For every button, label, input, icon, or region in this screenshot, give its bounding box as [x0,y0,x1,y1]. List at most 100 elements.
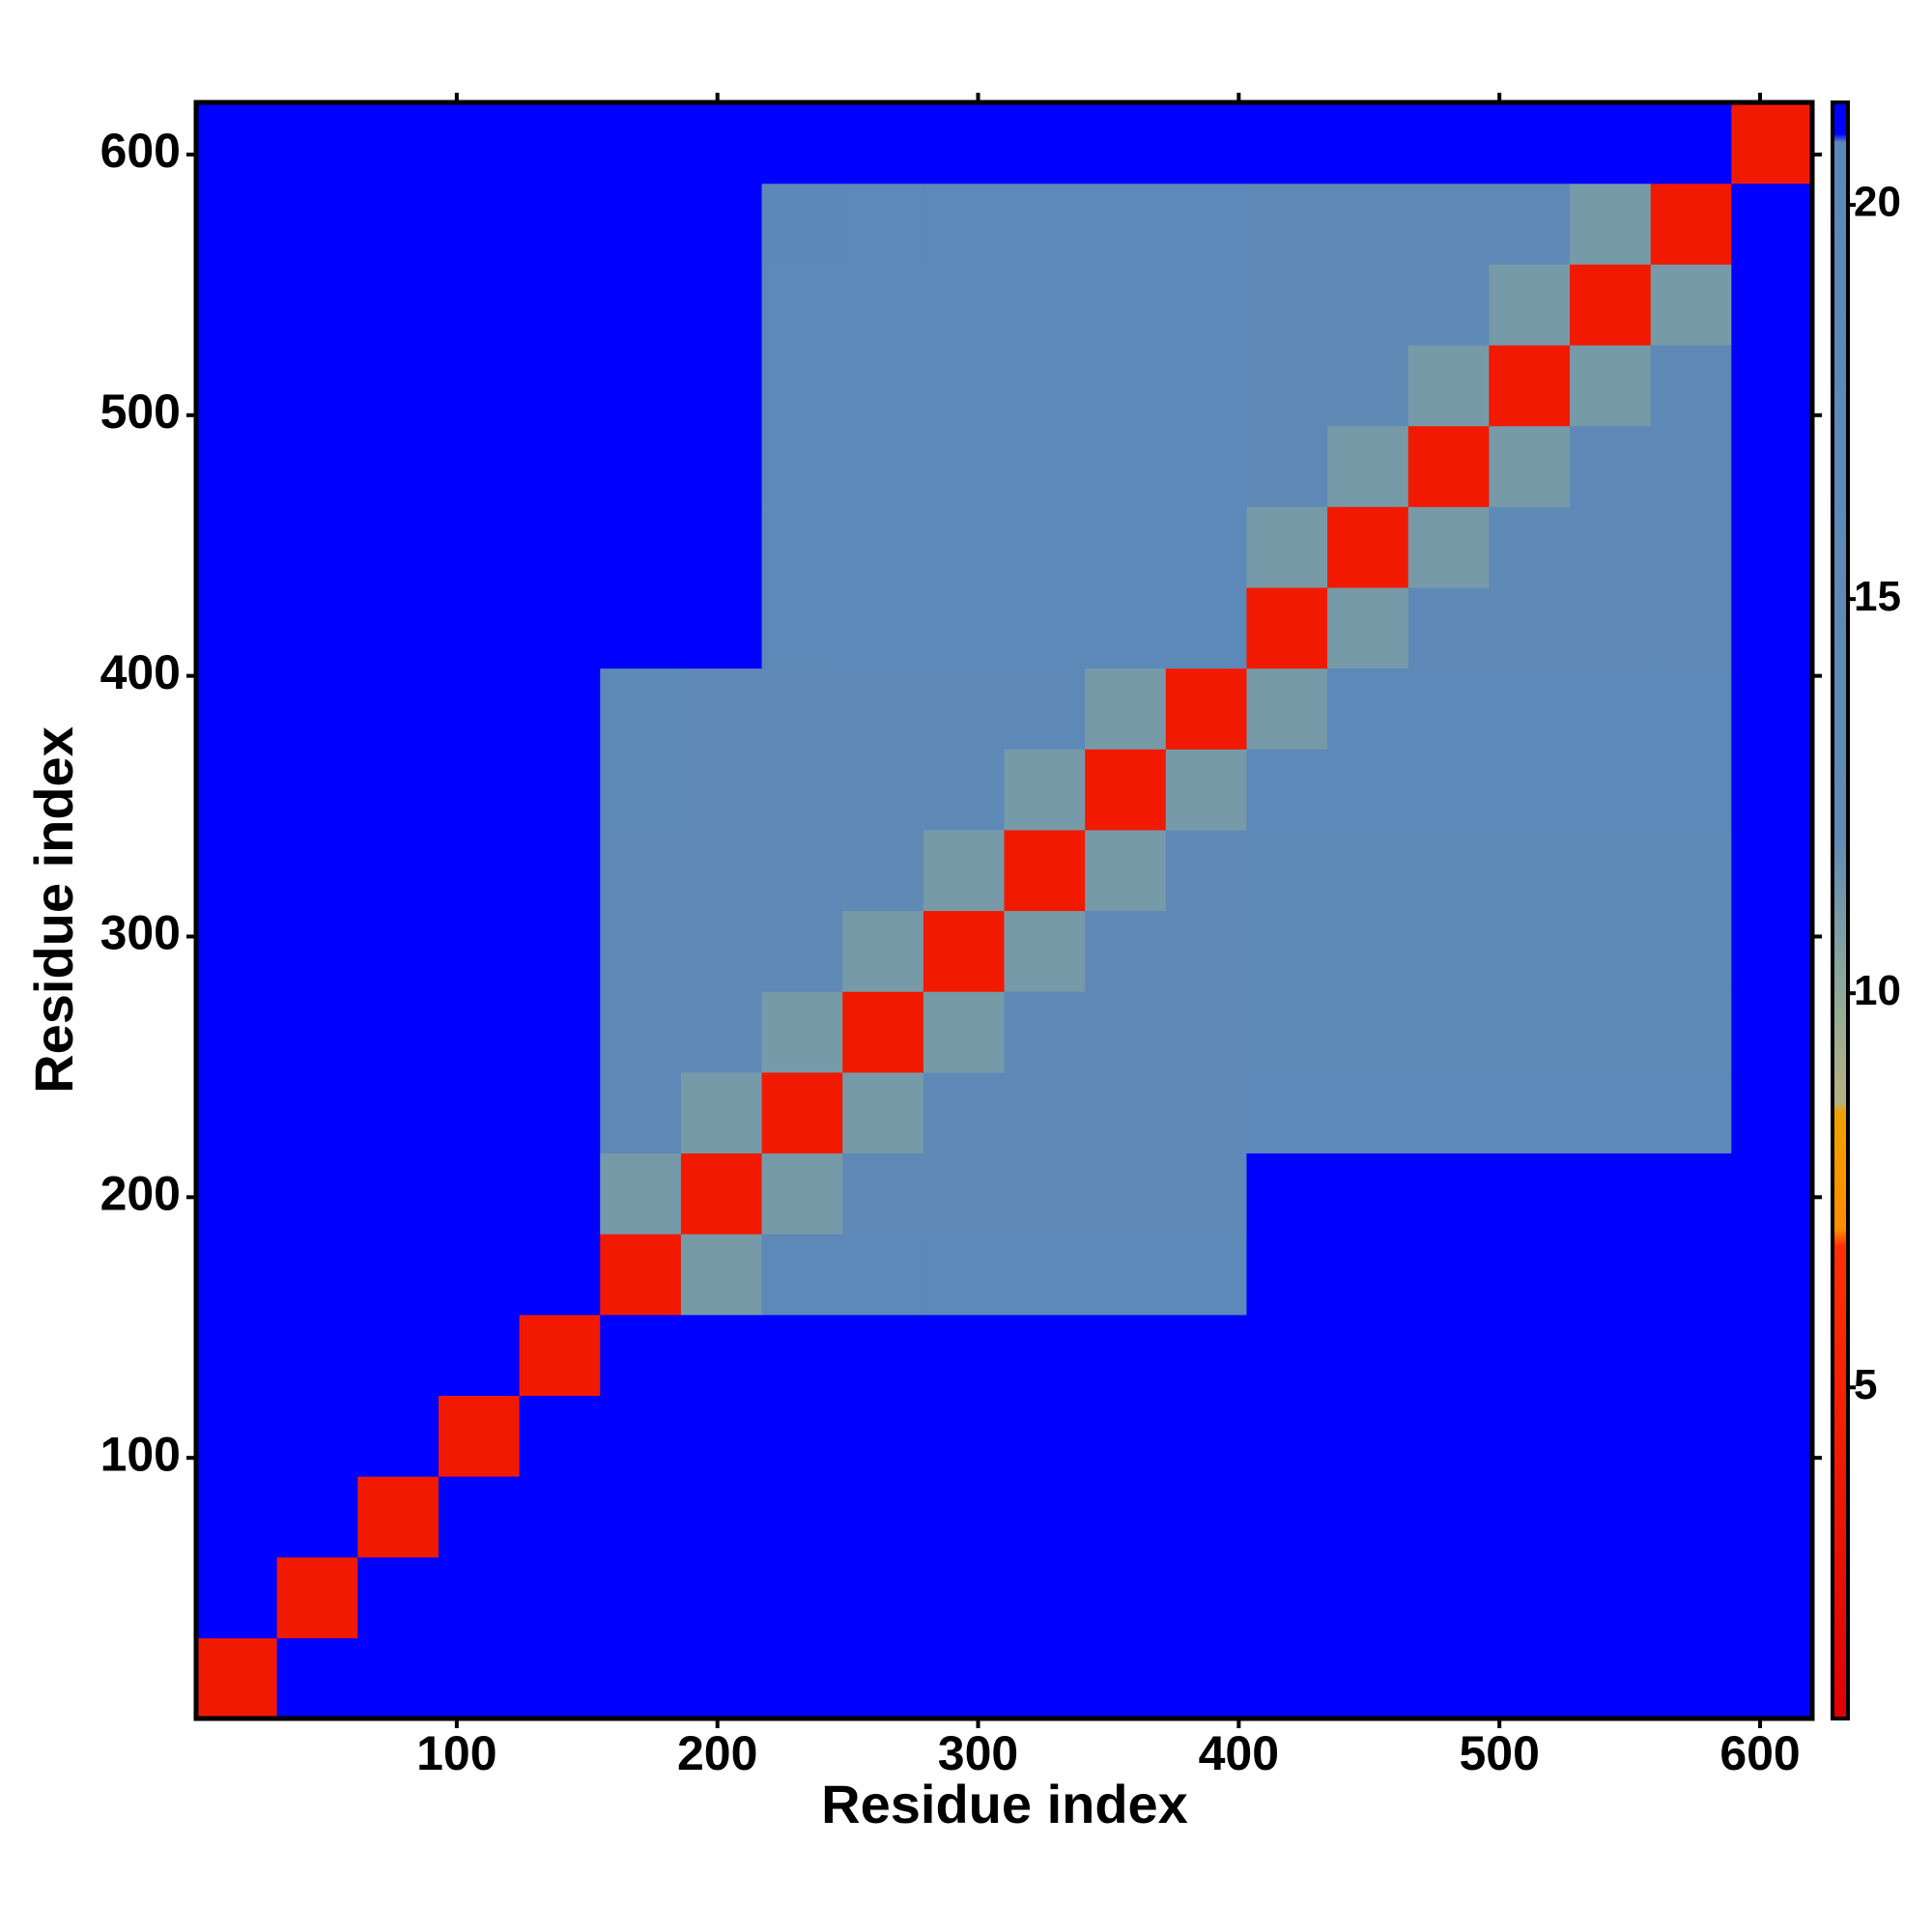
heatmap-cell [680,506,763,588]
heatmap-cell [1246,1152,1328,1235]
heatmap-cell [1004,183,1086,265]
heatmap-cell [276,264,358,346]
heatmap-cell [923,1395,1006,1477]
heatmap-cell [1489,668,1571,750]
heatmap-cell [1004,1556,1086,1638]
heatmap-cell [357,1152,440,1235]
heatmap-cell [680,264,763,346]
heatmap-cell [438,1637,521,1719]
heatmap-cell [842,1071,924,1154]
heatmap-cell [1246,102,1328,185]
heatmap-cell [1407,668,1490,750]
heatmap-cell [600,102,682,185]
heatmap-cell [1731,506,1813,588]
heatmap-cell [1085,1476,1167,1558]
heatmap-cell [1407,264,1490,346]
heatmap-cell [1570,749,1652,831]
heatmap-cell [842,1637,924,1719]
heatmap-cell [1650,586,1732,669]
heatmap-cell [519,1637,601,1719]
heatmap-cell [1165,1476,1248,1558]
x-tick-label: 600 [1719,1726,1800,1780]
heatmap-cell [1731,668,1813,750]
heatmap-cell [842,829,924,912]
heatmap-cell [438,749,521,831]
heatmap-cell [923,1234,1006,1316]
heatmap-cell [276,910,358,992]
heatmap-cell [842,1476,924,1558]
heatmap-cell [680,1071,763,1154]
heatmap-cell [923,829,1006,912]
heatmap-cell [1407,829,1490,912]
heatmap-cell [680,586,763,669]
heatmap-cell [276,506,358,588]
heatmap-cell [1731,1556,1813,1638]
heatmap-cell [519,183,601,265]
heatmap-cell [196,183,278,265]
heatmap-cell [1570,264,1652,346]
heatmap-cell [519,1071,601,1154]
heatmap-cell [1246,829,1328,912]
heatmap-cell [1085,1637,1167,1719]
heatmap-cell [680,910,763,992]
colorbar-segment [1833,133,1848,143]
heatmap-cell [1570,1071,1652,1154]
heatmap-cell [761,102,843,185]
heatmap-cell [1489,1556,1571,1638]
colorbar-segment [1833,993,1848,1104]
heatmap-cell [357,506,440,588]
heatmap-cell [1004,1234,1086,1316]
heatmap-cell [357,1556,440,1638]
heatmap-cell [761,344,843,427]
heatmap-cell [1489,1152,1571,1235]
heatmap-cell [196,506,278,588]
heatmap-cell [1570,1234,1652,1316]
colorbar-tick-label: 5 [1854,1361,1877,1408]
heatmap-cell [842,910,924,992]
heatmap-cell [1004,910,1086,992]
heatmap-cell [761,1395,843,1477]
heatmap-cell [1731,1234,1813,1316]
heatmap-cell [923,344,1006,427]
heatmap-cell [1085,183,1167,265]
heatmap-cell [923,102,1006,185]
heatmap-cell [1731,1637,1813,1719]
heatmap-cell [1165,1234,1248,1316]
heatmap-cell [1165,264,1248,346]
heatmap-cell [1407,1637,1490,1719]
heatmap-cell [1004,668,1086,750]
heatmap-cell [519,991,601,1073]
heatmap-cell [1165,991,1248,1073]
heatmap-cell [1650,425,1732,507]
heatmap-cell [357,910,440,992]
heatmap-cell [680,668,763,750]
heatmap-cell [1165,183,1248,265]
heatmap-cell [357,991,440,1073]
heatmap-cell [842,344,924,427]
heatmap-cell [357,102,440,185]
heatmap-cell [1731,910,1813,992]
heatmap-cell [196,749,278,831]
heatmap-cell [1327,1395,1409,1477]
heatmap-cell [1004,425,1086,507]
heatmap-cell [1085,1152,1167,1235]
heatmap-cell [1489,991,1571,1073]
heatmap-cell [519,425,601,507]
heatmap-cell [761,586,843,669]
heatmap-cell [1570,910,1652,992]
heatmap-cell [1165,506,1248,588]
heatmap-cell [680,102,763,185]
heatmap-cell [1570,1556,1652,1638]
heatmap-cell [1246,425,1328,507]
heatmap-cell [1731,991,1813,1073]
heatmap-cell [196,910,278,992]
heatmap-cell [1489,749,1571,831]
heatmap-cell [842,1234,924,1316]
heatmap-cell [1165,910,1248,992]
heatmap-cell [1407,1071,1490,1154]
heatmap-cell [1085,991,1167,1073]
heatmap-cell [357,668,440,750]
heatmap-cell [1489,344,1571,427]
heatmap-cell [357,1071,440,1154]
heatmap-cell [519,829,601,912]
